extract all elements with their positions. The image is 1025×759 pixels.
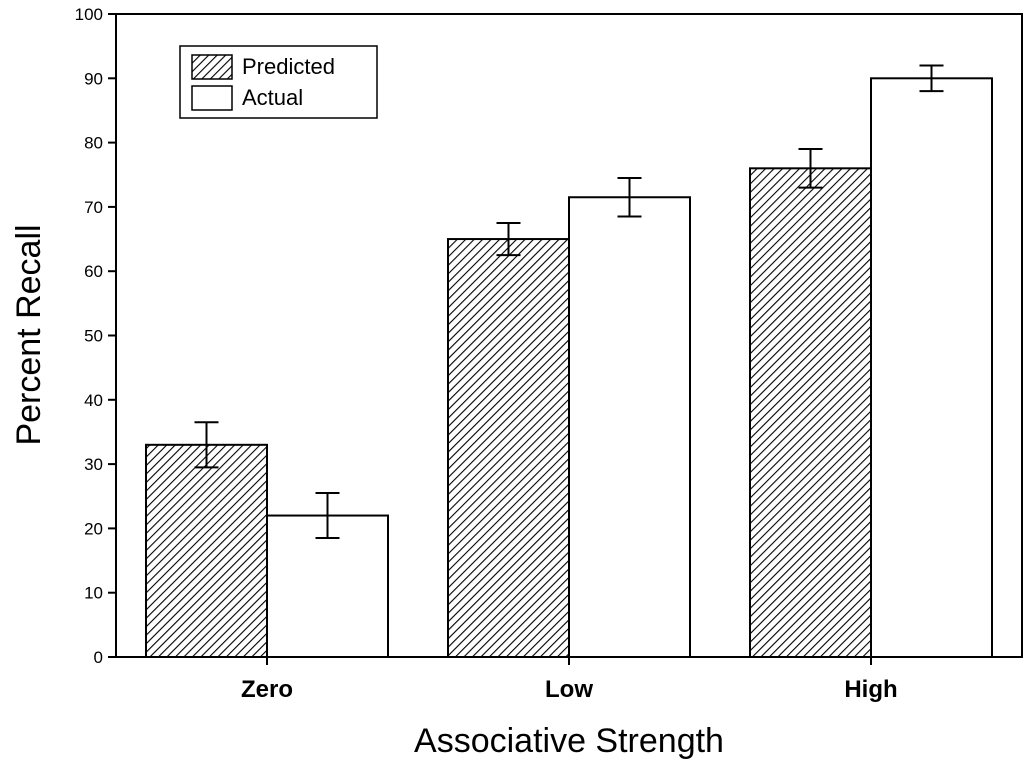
y-tick-label: 40 bbox=[84, 391, 103, 410]
y-tick-label: 20 bbox=[84, 519, 103, 538]
y-tick-label: 10 bbox=[84, 584, 103, 603]
bar-predicted-low bbox=[447, 238, 570, 659]
error-bars-layer bbox=[194, 64, 944, 540]
legend: Predicted Actual bbox=[179, 45, 378, 119]
legend-swatch-actual bbox=[191, 85, 233, 111]
y-tick-label: 70 bbox=[84, 198, 103, 217]
x-tick-label-zero: Zero bbox=[241, 676, 293, 703]
x-axis: Zero Low High bbox=[241, 657, 898, 703]
legend-label-actual: Actual bbox=[242, 85, 303, 110]
bars-layer bbox=[145, 77, 993, 659]
bar-predicted-zero bbox=[145, 443, 268, 658]
y-tick-label: 90 bbox=[84, 69, 103, 88]
bar-actual-low bbox=[568, 196, 691, 658]
y-tick-label: 50 bbox=[84, 327, 103, 346]
legend-label-predicted: Predicted bbox=[242, 54, 335, 79]
x-tick-label-high: High bbox=[844, 676, 897, 703]
x-axis-title: Associative Strength bbox=[414, 722, 724, 759]
y-tick-label: 0 bbox=[94, 648, 103, 667]
legend-swatch-predicted bbox=[191, 54, 233, 80]
y-tick-label: 80 bbox=[84, 134, 103, 153]
y-tick-label: 100 bbox=[75, 5, 103, 24]
y-tick-label: 60 bbox=[84, 262, 103, 281]
x-tick-label-low: Low bbox=[545, 676, 593, 703]
bar-actual-high bbox=[870, 77, 993, 659]
y-tick-label: 30 bbox=[84, 455, 103, 474]
y-axis: 0 10 20 30 40 50 60 70 80 90 100 bbox=[75, 5, 116, 667]
bar-predicted-high bbox=[749, 167, 872, 658]
y-axis-title: Percent Recall bbox=[10, 224, 48, 445]
bar-actual-zero bbox=[266, 514, 389, 658]
